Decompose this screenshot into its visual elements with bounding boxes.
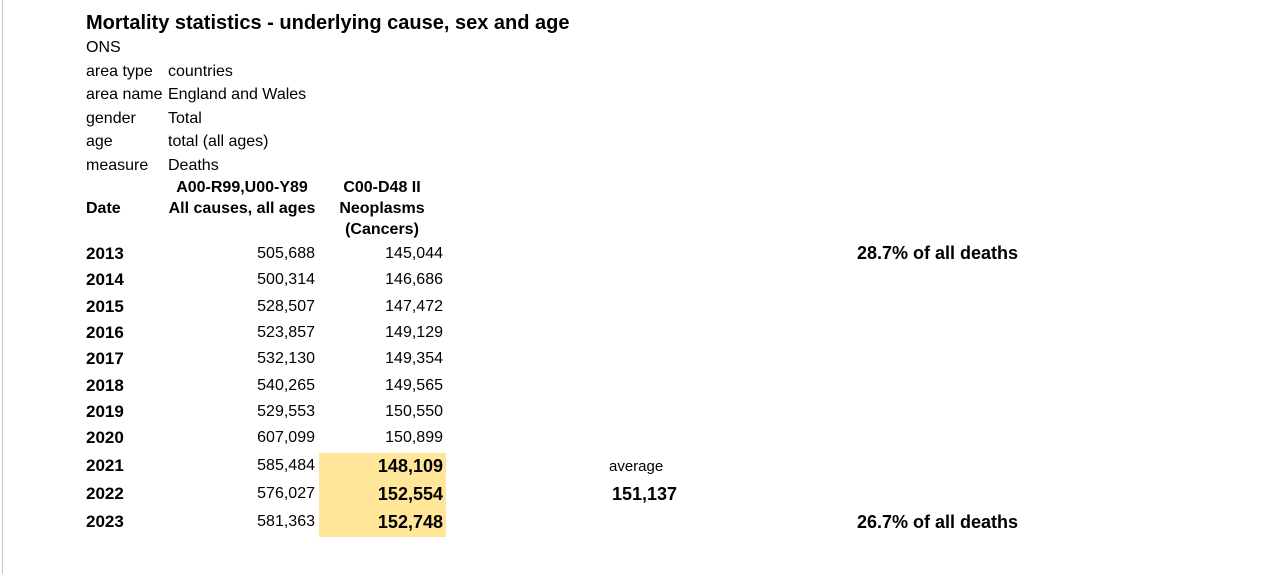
note: average (609, 458, 664, 475)
year-cell: 2013 (86, 244, 124, 263)
meta-label: area name (86, 86, 163, 104)
meta-label: gender (86, 109, 136, 127)
year-cell: 2020 (86, 428, 124, 448)
meta-value: total (all ages) (168, 133, 269, 151)
neoplasms-cell: 150,899 (385, 429, 443, 447)
note: 26.7% of all deaths (857, 512, 1019, 532)
neoplasms-cell: 147,472 (385, 297, 443, 315)
neoplasms-cell: 152,748 (377, 512, 443, 532)
neoplasms-cell: 145,044 (385, 245, 443, 262)
all-causes-cell: 505,688 (257, 245, 315, 262)
title: Mortality statistics - underlying cause,… (86, 12, 570, 34)
column-header: Date (86, 200, 121, 217)
all-causes-cell: 500,314 (257, 271, 315, 289)
all-causes-cell: 581,363 (257, 513, 315, 530)
neoplasms-cell: 152,554 (377, 484, 443, 504)
meta-label: measure (86, 157, 149, 174)
all-causes-cell: 576,027 (257, 485, 315, 502)
neoplasms-cell: 149,565 (385, 376, 443, 394)
note: 151,137 (612, 484, 678, 504)
year-cell: 2017 (86, 349, 124, 369)
all-causes-cell: 585,484 (257, 457, 315, 474)
all-causes-cell: 523,857 (257, 323, 315, 341)
neoplasms-cell: 146,686 (385, 271, 443, 289)
year-cell: 2021 (86, 456, 124, 475)
note: 28.7% of all deaths (857, 243, 1019, 263)
all-causes-cell: 529,553 (257, 402, 315, 420)
year-cell: 2016 (86, 322, 124, 342)
year-cell: 2019 (86, 401, 124, 421)
neoplasms-cell: 150,550 (385, 402, 443, 420)
highlight (319, 453, 446, 537)
all-causes-cell: 607,099 (257, 429, 315, 447)
year-cell: 2014 (86, 270, 124, 290)
neoplasms-cell: 149,129 (385, 323, 443, 341)
all-causes-cell: 532,130 (257, 350, 315, 368)
year-cell: 2023 (86, 512, 124, 531)
year-cell: 2015 (86, 296, 124, 316)
year-cell: 2018 (86, 375, 124, 395)
sheet-edge (2, 0, 3, 574)
meta-value: England and Wales (168, 86, 307, 104)
column-header: A00-R99,U00-Y89 All causes, all ages (168, 179, 316, 217)
year-cell: 2022 (86, 484, 124, 503)
meta-value: Deaths (168, 157, 219, 174)
meta-label: area type (86, 62, 153, 80)
neoplasms-cell: 149,354 (385, 350, 443, 368)
source: ONS (86, 39, 121, 56)
meta-value: countries (168, 62, 233, 80)
meta-value: Total (168, 109, 202, 127)
column-header: C00-D48 II Neoplasms (Cancers) (339, 179, 425, 238)
meta-label: age (86, 133, 113, 151)
all-causes-cell: 528,507 (257, 297, 315, 315)
neoplasms-cell: 148,109 (377, 456, 443, 476)
all-causes-cell: 540,265 (257, 376, 315, 394)
